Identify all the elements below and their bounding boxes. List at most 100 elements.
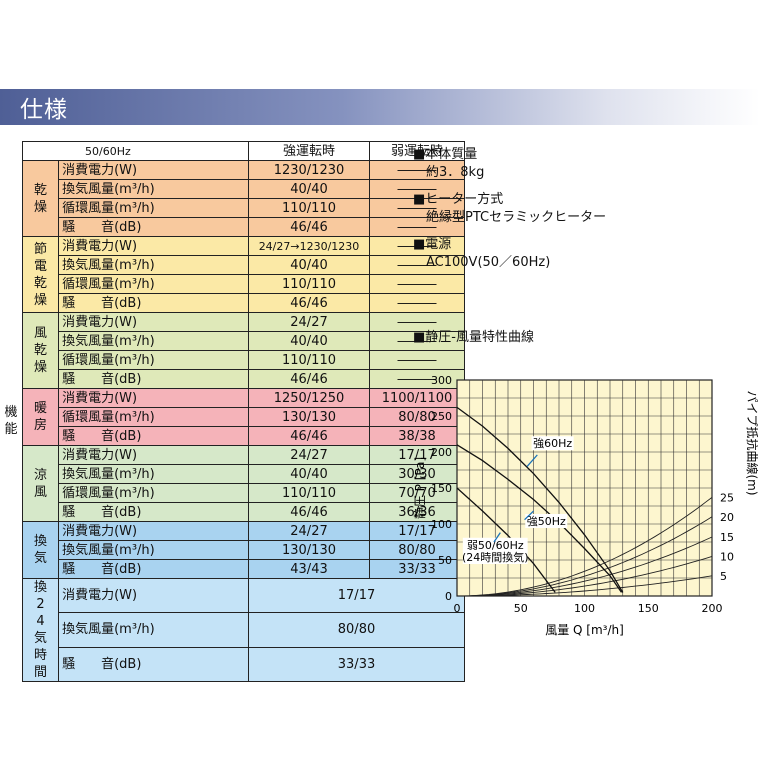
group-label: 換 2 4 気時間 — [21, 578, 60, 682]
row-value-strong: 24/27→1230/1230 — [248, 236, 370, 256]
row-name: 換気風量(m³/h) — [58, 540, 249, 560]
row-value-strong: 110/110 — [248, 274, 370, 294]
group-label-char: 風 — [34, 326, 48, 341]
row-value-strong: 110/110 — [248, 350, 370, 370]
group-label-char: 風 — [34, 484, 48, 500]
group-label-char: 乾 — [34, 275, 48, 291]
row-value-strong: 46/46 — [248, 217, 370, 237]
x-tick-label: 0 — [454, 602, 461, 615]
table-row: 換気風量(m³/h) 40/40 ――― — [0, 255, 465, 275]
table-row: 換気風量(m³/h) 40/40 ――― — [0, 179, 465, 199]
row-value-weak: 1100/1100 — [369, 388, 465, 408]
info-value: 約3．8kg — [426, 165, 485, 180]
y-tick-label: 150 — [431, 482, 452, 495]
spec-table: 50/60Hz 強運転時 弱運転時機能乾燥消費電力(W) 1230/1230 ――― 換気… — [0, 141, 465, 683]
row-value-strong: 110/110 — [248, 198, 370, 218]
y-tick-label: 250 — [431, 410, 452, 423]
table-row: 換 2 4 気時間 消費電力(W) 17/17 — [0, 577, 465, 682]
x-tick-label: 50 — [514, 602, 528, 615]
row-value-weak: ――― — [369, 255, 465, 275]
row-name: 騒 音(dB) — [58, 369, 249, 389]
table-row: 循環風量(m³/h) 110/110 ――― — [0, 198, 465, 218]
table-row: 換気消費電力(W) 24/27 17/17 — [0, 521, 465, 579]
row-value-strong: 43/43 — [248, 559, 370, 579]
table-row: 騒 音(dB) 46/46 ――― — [0, 217, 465, 237]
group-label: 風乾燥 — [21, 312, 60, 389]
x-tick-label: 150 — [638, 602, 659, 615]
table-row: 循環風量(m³/h) 110/110 ――― — [0, 350, 465, 370]
pipe-curve-label: 10 — [720, 550, 734, 563]
table-header-row: 50/60Hz 強運転時 弱運転時 — [0, 141, 465, 161]
row-value-weak: ――― — [369, 160, 465, 180]
chart-title: ■静圧-風量特性曲線 — [413, 330, 534, 345]
row-name: 換気風量(m³/h) — [58, 179, 249, 199]
annotation-strong-60hz: 強60Hz — [533, 437, 572, 450]
row-value-strong: 24/27 — [248, 445, 370, 465]
info-heading: ■ヒーター方式 — [413, 192, 504, 207]
row-name: 消費電力(W) — [58, 236, 249, 256]
row-value-weak: 80/80 — [369, 407, 465, 427]
info-value: 絶縁型PTCセラミックヒーター — [426, 210, 607, 225]
fan-curve-series — [456, 406, 624, 593]
row-value-strong: 130/130 — [248, 540, 370, 560]
pipe-resistance-curve — [457, 516, 713, 597]
fan-curve-series — [456, 487, 556, 593]
annotation-leader — [526, 454, 538, 467]
annotation-bg — [462, 537, 528, 552]
title-banner: 仕様 — [0, 89, 760, 125]
annotation-weak-note: (24時間換気) — [462, 550, 529, 564]
group-label-char: 涼 — [34, 467, 48, 483]
row-value-strong: 40/40 — [248, 179, 370, 199]
row-value-merged: 33/33 — [248, 646, 465, 683]
pipe-curve-label: 5 — [720, 570, 727, 583]
row-value-merged: 17/17 — [248, 577, 465, 614]
row-value-strong: 1250/1250 — [248, 388, 370, 408]
group-label: 節電乾燥 — [21, 236, 60, 313]
row-name: 換気風量(m³/h) — [58, 255, 249, 275]
fan-curve-series — [456, 444, 623, 593]
table-row: 機能乾燥消費電力(W) 1230/1230 ――― — [0, 160, 465, 437]
header-strong: 強運転時 — [248, 141, 370, 161]
row-value-strong: 40/40 — [248, 255, 370, 275]
row-name: 消費電力(W) — [58, 160, 249, 180]
row-value-strong: 46/46 — [248, 293, 370, 313]
table-row: 騒 音(dB) 46/46 ――― — [0, 369, 465, 389]
y-tick-label: 0 — [445, 590, 452, 603]
group-label-char: 燥 — [34, 199, 48, 215]
row-value-strong: 46/46 — [248, 502, 370, 522]
group-label: 乾燥 — [21, 160, 60, 237]
row-name: 換気風量(m³/h) — [58, 612, 249, 648]
row-name: 消費電力(W) — [58, 577, 249, 614]
row-value-strong: 40/40 — [248, 331, 370, 351]
y-tick-label: 300 — [431, 374, 452, 387]
group-label-char: 燥 — [34, 292, 48, 308]
row-value-strong: 130/130 — [248, 407, 370, 427]
row-name: 循環風量(m³/h) — [58, 274, 249, 294]
row-value-weak: ――― — [369, 236, 465, 256]
row-name: 循環風量(m³/h) — [58, 350, 249, 370]
group-label-char: 節 — [34, 241, 48, 257]
row-name: 循環風量(m³/h) — [58, 407, 249, 427]
pipe-resistance-curve — [457, 575, 713, 597]
group-label-char: 4 — [36, 614, 45, 629]
group-label-char: 時 — [34, 648, 48, 663]
x-tick-label: 200 — [702, 602, 723, 615]
row-name: 騒 音(dB) — [58, 559, 249, 579]
annotation-strong-50hz: 強50Hz — [527, 515, 566, 528]
row-name: 換気風量(m³/h) — [58, 331, 249, 351]
group-label-char: 房 — [34, 418, 48, 433]
info-value: AC100V(50／60Hz) — [426, 255, 551, 270]
annotation-weak: 弱50/60Hz — [467, 539, 524, 552]
annotation-leader — [493, 532, 501, 543]
table-row: 涼風消費電力(W) 24/27 17/17 — [0, 445, 465, 522]
row-value-weak: 38/38 — [369, 426, 465, 446]
table-corner — [0, 142, 23, 161]
row-value-strong: 110/110 — [248, 483, 370, 503]
row-name: 消費電力(W) — [58, 312, 249, 332]
row-value-weak: ――― — [369, 312, 465, 332]
pipe-resistance-curve — [456, 497, 713, 597]
table-row: 暖房消費電力(W) 1250/1250 1100/1100 — [0, 388, 465, 446]
row-name: 騒 音(dB) — [58, 217, 249, 237]
group-label-char: 暖 — [34, 401, 48, 416]
